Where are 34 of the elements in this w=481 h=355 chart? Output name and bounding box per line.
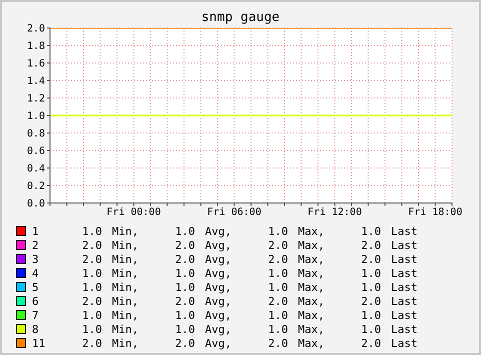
legend-label: 11 (32, 336, 46, 350)
y-tick-label: 1.6 (26, 58, 45, 70)
x-tick-label: Fri 06:00 (207, 207, 262, 218)
legend-label: 7 (32, 308, 40, 322)
chart-title: snmp gauge (200, 10, 281, 25)
legend-label: 5 (32, 280, 40, 294)
text: 2.0 Min, 2.0 Avg, 2.0 Max, 2.0 Last (82, 252, 418, 266)
text: 1.0 Min, 1.0 Avg, 1.0 Max, 1.0 Last (82, 224, 418, 238)
text: 1.0 Min, 1.0 Avg, 1.0 Max, 1.0 Last (82, 308, 418, 322)
text: 1.0 Min, 1.0 Avg, 1.0 Max, 1.0 Last (82, 322, 418, 336)
y-tick-label: 1.0 (26, 111, 45, 122)
y-tick-label: 0.8 (26, 128, 45, 140)
legend-label: 2 (32, 238, 40, 252)
text: 1.0 Min, 1.0 Avg, 1.0 Max, 1.0 Last (82, 280, 418, 294)
text: 1.0 Min, 1.0 Avg, 1.0 Max, 1.0 Last (82, 266, 418, 280)
y-tick-label: 0.6 (26, 146, 45, 158)
legend-label: 6 (32, 294, 40, 308)
legend-label: 1 (32, 224, 40, 238)
x-tick-label: Fri 12:00 (308, 207, 362, 218)
y-tick-label: 0.4 (26, 164, 45, 175)
text: 2.0 Min, 2.0 Avg, 2.0 Max, 2.0 Last (82, 294, 418, 308)
legend-label: 3 (32, 252, 40, 266)
y-tick-label: 0.0 (26, 198, 45, 210)
y-tick-label: 1.8 (26, 41, 45, 52)
x-tick-label: Fri 00:00 (106, 207, 161, 218)
y-tick-label: 0.2 (26, 181, 45, 192)
y-tick-label: 2.0 (26, 24, 45, 35)
text: 2.0 Min, 2.0 Avg, 2.0 Max, 2.0 Last (82, 336, 418, 350)
y-tick-label: 1.2 (26, 94, 45, 105)
x-tick-label: Fri 18:00 (408, 207, 462, 218)
text: 2.0 Min, 2.0 Avg, 2.0 Max, 2.0 Last (82, 238, 418, 252)
legend-label: 4 (32, 266, 40, 280)
legend-label: 8 (32, 322, 40, 336)
y-tick-label: 1.4 (26, 76, 45, 88)
